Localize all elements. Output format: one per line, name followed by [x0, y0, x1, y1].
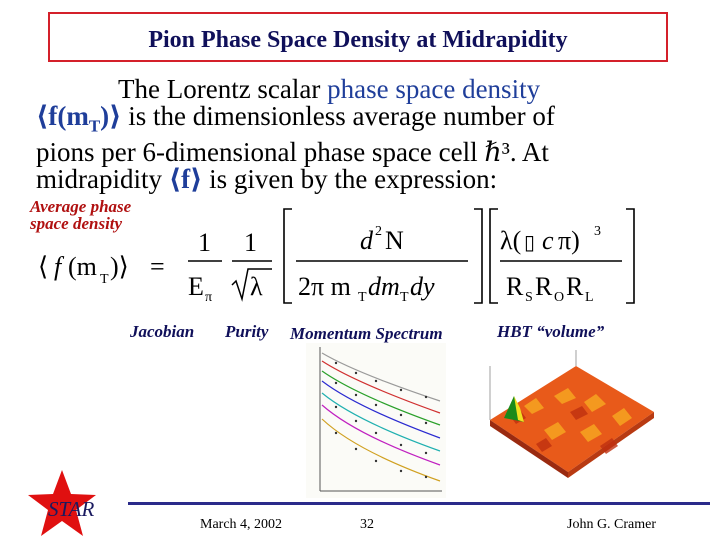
- star-logo-text: STAR: [48, 497, 95, 521]
- svg-text:1: 1: [198, 228, 211, 257]
- svg-text:(m: (m: [68, 252, 97, 281]
- svg-text:T: T: [100, 272, 109, 287]
- svg-text:π: π: [205, 290, 212, 305]
- momentum-spectrum-plot: [306, 343, 446, 498]
- svg-text:1: 1: [244, 228, 257, 257]
- svg-text:R: R: [535, 272, 553, 301]
- svg-text:L: L: [585, 290, 594, 305]
- svg-text:λ(: λ(: [500, 226, 521, 255]
- intro-paragraph: The Lorentz scalar phase space density ⟨…: [36, 76, 706, 193]
- title-box: Pion Phase Space Density at Midrapidity: [48, 12, 668, 62]
- svg-text:2π m: 2π m: [298, 272, 351, 301]
- svg-text:S: S: [525, 290, 533, 305]
- average-phase-space-density-label: Average phase space density: [30, 197, 132, 233]
- svg-text:)⟩: )⟩: [110, 252, 129, 281]
- footer-divider: [128, 502, 710, 505]
- footer-author: John G. Cramer: [567, 517, 657, 532]
- svg-text:λ: λ: [250, 272, 263, 301]
- svg-text:N: N: [385, 226, 404, 255]
- footer-date: March 4, 2002: [200, 517, 283, 532]
- paragraph-line-3: pions per 6-dimensional phase space cell…: [36, 137, 549, 168]
- hbt-volume-label: HBT “volume”: [497, 322, 605, 341]
- svg-text:▯: ▯: [524, 232, 535, 254]
- svg-text:3: 3: [594, 224, 601, 239]
- svg-text:O: O: [554, 290, 564, 305]
- paragraph-line-2: ⟨f(mT)⟩ is the dimensionless average num…: [36, 101, 555, 136]
- svg-text:E: E: [188, 272, 204, 301]
- svg-text:π): π): [558, 226, 580, 255]
- svg-text:2: 2: [375, 224, 382, 239]
- svg-text:⟨: ⟨: [38, 252, 48, 281]
- phase-space-density-equation: ⟨ f (m T )⟩ = 1 E π 1 λ d 2 N 2π m T dm …: [38, 208, 635, 305]
- paragraph-line-1: The Lorentz scalar phase space density: [118, 74, 541, 104]
- svg-text:dm: dm: [368, 272, 400, 301]
- footer-page-number: 32: [360, 517, 374, 532]
- svg-text:dy: dy: [410, 272, 435, 301]
- svg-text:f: f: [54, 252, 65, 281]
- svg-text:c: c: [542, 226, 554, 255]
- paragraph-line-4: midrapidity ⟨f⟩ is given by the expressi…: [36, 164, 498, 195]
- svg-text:R: R: [506, 272, 524, 301]
- svg-text:T: T: [400, 290, 409, 305]
- svg-text:R: R: [566, 272, 584, 301]
- momentum-spectrum-label: Momentum Spectrum: [290, 324, 443, 343]
- svg-text:d: d: [360, 226, 374, 255]
- purity-label: Purity: [225, 322, 269, 341]
- svg-text:=: =: [150, 252, 165, 281]
- slide-title: Pion Phase Space Density at Midrapidity: [148, 27, 568, 53]
- jacobian-label: Jacobian: [130, 322, 195, 341]
- svg-text:T: T: [358, 290, 367, 305]
- hbt-volume-surface-plot: [484, 346, 658, 482]
- star-logo-icon: [28, 470, 96, 536]
